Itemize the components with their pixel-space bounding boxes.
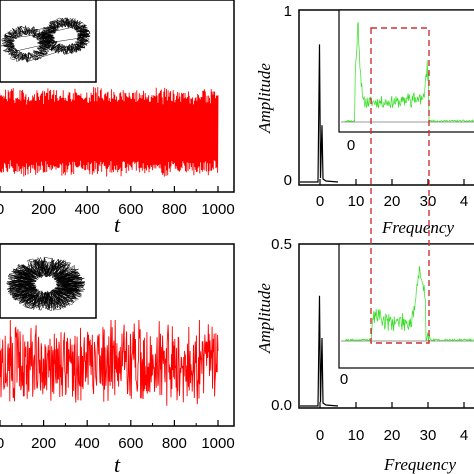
ytick-1: 1 <box>284 3 292 20</box>
spectrum-line <box>300 44 339 183</box>
inset-xtick-bottom: 0 <box>340 371 348 388</box>
x-ticks-top-left: 0 200 400 600 800 1000 <box>0 186 235 218</box>
time-series-bottom <box>0 319 219 406</box>
axes-frame-top-left <box>0 0 235 193</box>
xtick-label: 1000 <box>201 201 234 218</box>
xtick-label: 10 <box>348 193 365 210</box>
ytick-0: 0 <box>284 172 292 189</box>
double-scroll-attractor <box>1 17 91 63</box>
attractor-trajectory <box>1 17 91 63</box>
xtick-label: 200 <box>31 435 56 452</box>
time-series-top <box>0 87 219 177</box>
series-line <box>0 87 219 177</box>
attractor-trajectory <box>6 256 86 312</box>
xlabel-t-top: t <box>114 212 121 237</box>
frequency-band-highlight <box>370 27 430 344</box>
xtick-label: 1000 <box>201 435 234 452</box>
inset-spectrum-top <box>341 22 474 123</box>
xlabel-frequency-top: Frequency <box>381 218 455 237</box>
x-ticks-bottom-left: 0 200 400 600 800 1000 <box>0 420 235 452</box>
xtick-label: 0 <box>0 201 4 218</box>
xtick-label: 0 <box>316 193 324 210</box>
spectrum-inset-top <box>338 9 474 133</box>
panel-bottom-right: 0.5 0.0 Amplitude 0 10 20 30 4 0 Frequency <box>255 236 474 474</box>
ylabel-amplitude-top: Amplitude <box>255 63 274 134</box>
xtick-label: 20 <box>384 427 401 444</box>
ytick-0.0: 0.0 <box>271 397 292 414</box>
panel-bottom-left: 0 200 400 600 800 1000 t <box>0 243 235 474</box>
inset-xtick-top: 0 <box>347 137 355 154</box>
inset-spectrum-line <box>344 22 474 123</box>
series-line <box>0 319 219 406</box>
xtick-label: 200 <box>31 201 56 218</box>
spectrum-line <box>300 295 339 407</box>
xtick-label: 30 <box>420 427 437 444</box>
xtick-label: 4 <box>460 427 468 444</box>
xtick-label: 0 <box>316 427 324 444</box>
axes-frame-bottom-left <box>0 243 235 427</box>
ylabel-amplitude-bottom: Amplitude <box>255 283 274 354</box>
x-ticks-top-right: 0 10 20 30 4 <box>316 179 468 210</box>
xtick-label: 10 <box>348 427 365 444</box>
single-scroll-attractor <box>6 256 86 312</box>
xtick-label: 600 <box>118 435 143 452</box>
xtick-label: 30 <box>420 193 437 210</box>
xtick-label: 600 <box>118 201 143 218</box>
spectrum-inset-bottom <box>338 243 474 369</box>
panel-top-left: 0 200 400 600 800 1000 t <box>0 0 235 237</box>
ytick-0.5: 0.5 <box>271 236 292 253</box>
spectrum-bottom <box>300 295 339 407</box>
panel-top-right: 1 0 Amplitude 0 10 20 30 4 0 Frequency <box>255 3 474 237</box>
xlabel-frequency-bottom: Frequency <box>383 455 457 474</box>
xtick-label: 400 <box>75 435 100 452</box>
xtick-label: 4 <box>460 193 468 210</box>
xtick-label: 800 <box>162 435 187 452</box>
inset-spectrum-bottom <box>341 265 474 343</box>
xtick-label: 400 <box>75 201 100 218</box>
x-ticks-bottom-right: 0 10 20 30 4 <box>316 402 468 444</box>
xtick-label: 20 <box>384 193 401 210</box>
xlabel-t-bottom: t <box>114 452 121 474</box>
xtick-label: 0 <box>0 435 4 452</box>
spectrum-top <box>300 44 339 183</box>
inset-spectrum-line <box>344 265 474 343</box>
xtick-label: 800 <box>162 201 187 218</box>
